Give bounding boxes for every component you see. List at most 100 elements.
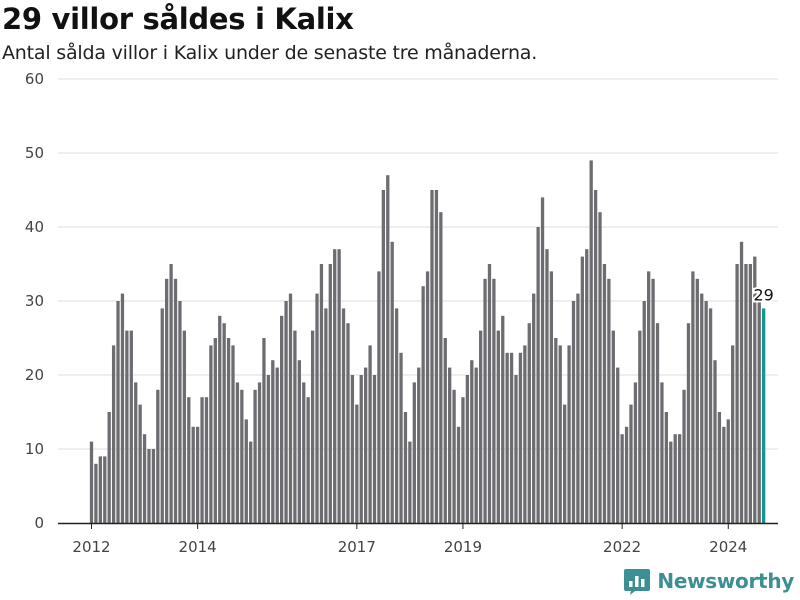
x-axis: 2012 2014 2017 2019 2022 2024 [58,522,778,556]
bar-latest [761,308,766,523]
bar [611,330,615,523]
bar [527,323,531,523]
bar [669,441,673,523]
bar [757,293,761,523]
bar [195,426,200,523]
bar [456,426,461,523]
bar [231,345,235,523]
bar [297,360,301,523]
bar [266,375,271,523]
bar [107,412,111,523]
bar [142,434,147,523]
bar [284,301,288,523]
bar [580,256,584,523]
bar [483,278,487,523]
bar [412,382,416,523]
newsworthy-logo-icon [624,569,651,595]
bar [518,352,523,523]
bar [717,412,722,523]
bar [540,197,545,523]
bar [173,278,178,523]
bar [350,375,355,523]
brand-logo: Newsworthy [623,566,794,596]
x-tick-label: 2012 [72,538,110,556]
latest-value-label: 29 [753,285,773,304]
y-tick-label: 10 [25,440,44,458]
bar [523,345,527,523]
bar [125,330,129,523]
bar [452,389,456,523]
bar [116,301,120,523]
bar [558,345,562,523]
bar [271,360,275,523]
bar [262,338,266,523]
bar [394,308,399,523]
bar [408,441,412,523]
bar [103,456,107,523]
bar [487,264,492,523]
y-tick-label: 20 [25,366,44,384]
bar [748,264,753,523]
bar [147,449,151,523]
bar [673,434,677,523]
bar [571,301,576,523]
bar [89,441,94,523]
bar [651,278,655,523]
bar [249,441,253,523]
bar [134,382,138,523]
bar [417,367,421,523]
bar [368,345,372,523]
bar [731,345,735,523]
bar [514,375,518,523]
bar [532,293,536,523]
bar [443,338,447,523]
bar [691,271,695,523]
bar [240,389,244,523]
x-tick-label: 2017 [338,538,376,556]
bar [602,264,607,523]
chart-title: 29 villor såldes i Kalix [2,2,354,36]
bar [478,330,483,523]
bar [156,389,160,523]
bar [151,449,156,523]
bar [434,190,439,523]
bar [213,338,217,523]
bar [222,323,226,523]
bar [244,419,248,523]
bar [735,264,739,523]
bar [545,249,549,523]
bar [191,426,195,523]
y-tick-label: 0 [34,514,44,532]
bar [593,190,598,523]
bar [430,190,434,523]
y-axis-ticks: 0 10 20 30 40 50 60 [25,70,44,532]
bar [739,241,744,524]
bar [169,264,173,523]
bar [200,397,204,523]
bar [536,227,540,523]
bar [753,256,757,523]
bar [302,382,306,523]
bar [315,293,319,523]
bar [98,456,102,523]
bar [333,249,337,523]
bar [346,323,350,523]
bar [355,404,359,523]
bar [257,382,262,523]
bar [616,367,620,523]
bar [218,315,222,523]
bar [686,323,691,523]
bar [319,264,324,523]
bar [700,293,704,523]
bar [509,352,514,523]
bar [310,330,315,523]
bar [726,419,730,523]
bar [377,271,381,523]
bar [275,367,279,523]
bar [204,397,209,523]
bar [647,271,651,523]
bar [253,389,257,523]
bar [165,278,169,523]
bar [461,397,465,523]
bar [589,160,593,523]
